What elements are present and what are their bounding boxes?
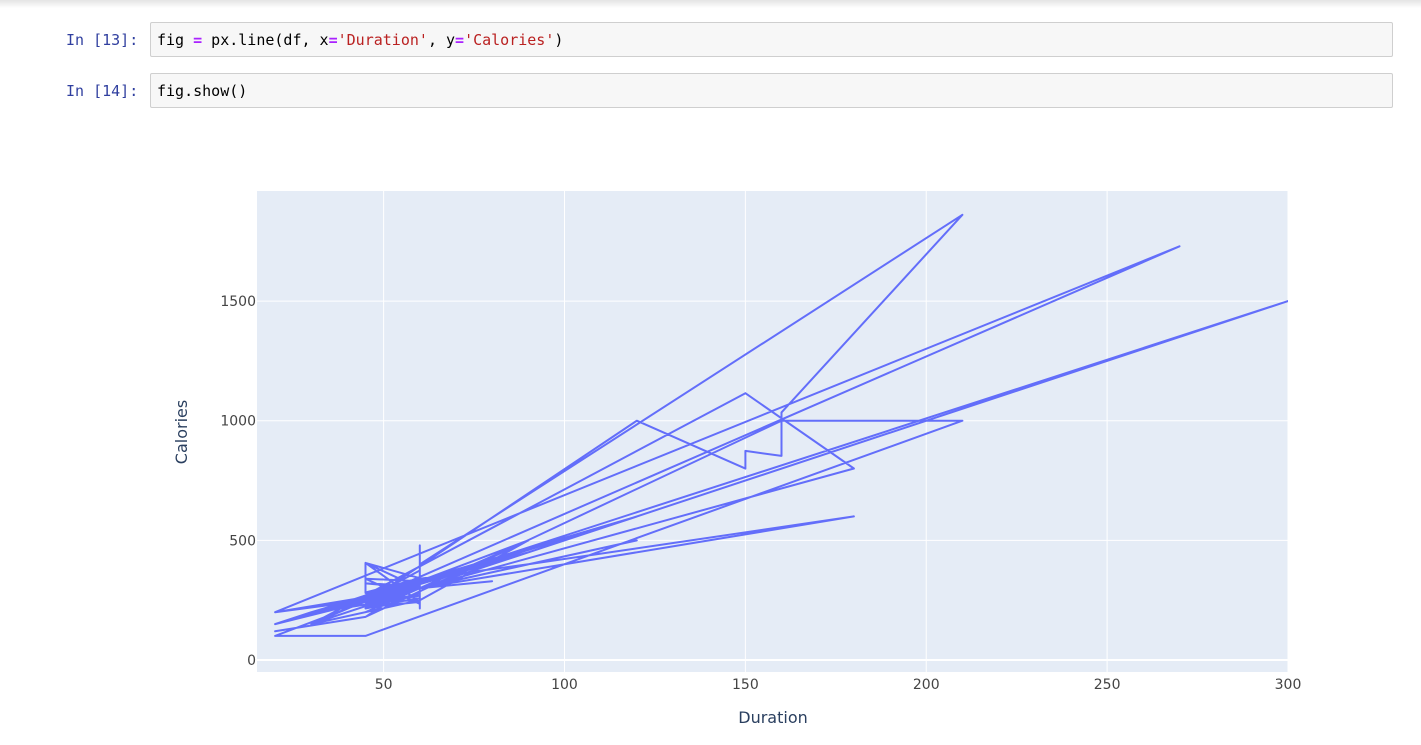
code-text[interactable]: fig.show() <box>157 82 248 100</box>
y-axis-ticks: 0 500 1000 1500 <box>220 294 256 669</box>
gridlines <box>257 191 1289 672</box>
x-tick-label: 50 <box>375 677 393 693</box>
code-editor[interactable]: fig.show() <box>150 73 1393 108</box>
x-axis-ticks: 50 100 150 200 250 300 <box>375 677 1302 693</box>
code-text[interactable]: fig = px.line(df, x='Duration', y='Calor… <box>157 31 564 49</box>
cell-prompt: In [14]: <box>66 82 139 100</box>
y-tick-label: 1500 <box>220 294 256 310</box>
code-cell-14[interactable]: In [14]: fig.show() <box>0 73 1421 111</box>
y-tick-label: 500 <box>229 533 256 549</box>
x-tick-label: 300 <box>1275 677 1302 693</box>
y-axis-title: Calories <box>172 400 191 464</box>
x-tick-label: 100 <box>551 677 578 693</box>
series-line <box>274 213 1288 637</box>
code-cell-13[interactable]: In [13]: fig = px.line(df, x='Duration',… <box>0 22 1421 60</box>
code-editor[interactable]: fig = px.line(df, x='Duration', y='Calor… <box>150 22 1393 57</box>
y-tick-label: 1000 <box>220 414 256 430</box>
y-tick-label: 0 <box>247 653 256 669</box>
x-axis-title: Duration <box>738 708 808 727</box>
x-tick-label: 250 <box>1094 677 1121 693</box>
x-tick-label: 200 <box>913 677 940 693</box>
x-tick-label: 150 <box>732 677 759 693</box>
cell-prompt: In [13]: <box>66 31 139 49</box>
toolbar-shadow <box>0 0 1421 8</box>
